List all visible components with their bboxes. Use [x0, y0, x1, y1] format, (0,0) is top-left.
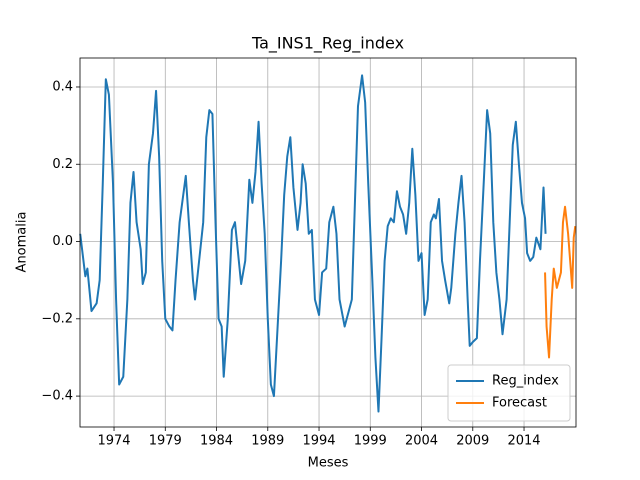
- x-axis-label: Meses: [308, 456, 349, 471]
- x-tick-label: 1974: [97, 434, 130, 449]
- x-tick-label: 2009: [456, 434, 489, 449]
- y-tick-label: −0.4: [41, 389, 73, 404]
- legend-label: Reg_index: [492, 374, 559, 389]
- y-tick-label: 0.4: [52, 79, 73, 94]
- plot-frame: [79, 57, 577, 428]
- legend: Reg_index Forecast: [447, 364, 571, 422]
- legend-box: [447, 364, 571, 422]
- y-tick-label: 0.2: [52, 157, 73, 172]
- x-tick-label: 1984: [200, 434, 233, 449]
- x-tick-label: 2014: [507, 434, 540, 449]
- x-tick-label: 2004: [405, 434, 438, 449]
- x-tick-label: 1994: [302, 434, 335, 449]
- series-line: [544, 205, 577, 359]
- x-tick-label: 1979: [149, 434, 182, 449]
- x-tick-label: 1999: [354, 434, 387, 449]
- y-tick-label: 0.0: [52, 234, 73, 249]
- chart-title: Ta_INS1_Reg_index: [251, 34, 404, 54]
- x-tick-label: 1989: [251, 434, 284, 449]
- series-line: [79, 74, 547, 413]
- legend-label: Forecast: [492, 396, 547, 411]
- y-tick-label: −0.2: [41, 311, 73, 326]
- y-axis-label: Anomalia: [15, 212, 30, 273]
